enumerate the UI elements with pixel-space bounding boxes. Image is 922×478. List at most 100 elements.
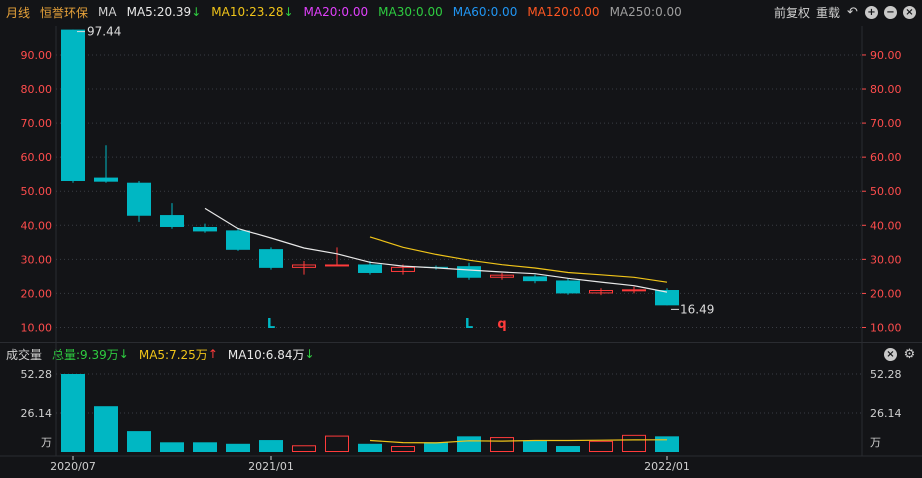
ma10-value: MA10:23.28 (211, 5, 284, 19)
volume-bar (490, 437, 514, 452)
volume-bar (127, 431, 151, 452)
candle-body (523, 276, 547, 282)
candle-body (391, 266, 415, 272)
x-tick-label: 2020/07 (50, 460, 96, 473)
price-tick-left: 90.00 (21, 49, 53, 62)
price-tick-right: 60.00 (870, 151, 902, 164)
ma20-value: MA20:0.00 (303, 5, 369, 19)
volume-title: 成交量 (6, 347, 43, 362)
volume-tick-left: 26.14 (21, 407, 53, 420)
volume-tick-right: 26.14 (870, 407, 902, 420)
volume-bar (358, 443, 382, 452)
candle-body (127, 182, 151, 216)
price-tick-right: 40.00 (870, 219, 902, 232)
minus-circle-icon[interactable]: − (884, 5, 897, 19)
ma5-indicator: MA5:20.39 ↓ (127, 5, 202, 19)
volume-actions: × ⚙ (884, 343, 916, 365)
overlay-button[interactable]: 重载 (815, 5, 840, 20)
adjust-button[interactable]: 前复权 (773, 5, 810, 20)
signal-marker: L (267, 317, 275, 332)
volume-ma5-value: MA5:7.25万 (138, 347, 208, 362)
volume-unit-right: 万 (870, 436, 881, 449)
price-tick-left: 10.00 (21, 321, 53, 334)
toolbar-actions: 前复权 重载 ↶ + − × (774, 0, 916, 24)
volume-tick-left: 52.28 (21, 368, 53, 381)
volume-bar (457, 436, 481, 452)
close-circle-icon[interactable]: × (903, 5, 916, 19)
volume-ma10-arrow: ↓ (304, 347, 315, 361)
price-tick-left: 60.00 (21, 151, 53, 164)
ma10-indicator: MA10:23.28 ↓ (211, 5, 293, 19)
candle-body (226, 230, 250, 250)
ma10-trend-arrow: ↓ (283, 5, 294, 19)
volume-bar (424, 442, 448, 452)
price-tick-right: 10.00 (870, 321, 902, 334)
volume-bar (160, 442, 184, 452)
ma5-value: MA5:20.39 (126, 5, 192, 19)
candle-body (589, 290, 613, 294)
volume-ma5-line (369, 439, 668, 444)
ma-label[interactable]: MA (98, 5, 117, 19)
volume-ma5-arrow: ↑ (207, 347, 218, 361)
price-tick-left: 30.00 (21, 253, 53, 266)
candle-body (193, 226, 217, 232)
price-tick-right: 80.00 (870, 83, 902, 96)
ma250-value: MA250:0.00 (609, 5, 682, 19)
volume-total-value: 总量:9.39万 (52, 347, 119, 362)
candle-body (556, 280, 580, 294)
ma5-trend-arrow: ↓ (191, 5, 202, 19)
chart-toolbar: 月线 恒誉环保 MA MA5:20.39 ↓ MA10:23.28 ↓ MA20:0… (0, 0, 922, 24)
volume-tick-right: 52.28 (870, 368, 902, 381)
candle-body (622, 289, 646, 292)
ma120-value: MA120:0.00 (527, 5, 600, 19)
volume-ma10-value: MA10:6.84万 (227, 347, 305, 362)
volume-bar (292, 445, 316, 453)
price-tick-right: 90.00 (870, 49, 902, 62)
plus-circle-icon[interactable]: + (865, 5, 878, 19)
candle-body (490, 274, 514, 278)
volume-bar (391, 446, 415, 453)
price-tick-left: 50.00 (21, 185, 53, 198)
volume-total-indicator: 总量:9.39万 ↓ (52, 346, 129, 363)
x-tick-label: 2022/01 (644, 460, 690, 473)
volume-bar (523, 440, 547, 452)
price-tick-right: 20.00 (870, 287, 902, 300)
candle-body (259, 249, 283, 268)
volume-bar (556, 446, 580, 452)
candle-body (94, 177, 118, 182)
volume-toolbar: 成交量 总量:9.39万 ↓ MA5:7.25万 ↑ MA10:6.84万 ↓ × ⚙ (0, 342, 922, 365)
volume-bar (259, 440, 283, 452)
volume-total-arrow: ↓ (118, 347, 129, 361)
price-tick-left: 70.00 (21, 117, 53, 130)
volume-bar (655, 436, 679, 452)
price-tick-right: 50.00 (870, 185, 902, 198)
signal-marker: q (497, 317, 506, 332)
volume-ma10-indicator: MA10:6.84万 ↓ (228, 346, 315, 363)
min-price-label: 16.49 (680, 302, 714, 316)
stock-name: 恒誉环保 (40, 5, 89, 20)
price-tick-left: 20.00 (21, 287, 53, 300)
ma60-value: MA60:0.00 (452, 5, 518, 19)
period-label[interactable]: 月线 (6, 5, 31, 20)
volume-ma5-indicator: MA5:7.25万 ↑ (139, 346, 218, 363)
gear-icon[interactable]: ⚙ (903, 346, 916, 362)
ma5-line (204, 207, 668, 293)
candle-body (457, 266, 481, 278)
volume-bar (193, 442, 217, 452)
price-tick-right: 70.00 (870, 117, 902, 130)
volume-bar (226, 443, 250, 452)
volume-bar (325, 435, 349, 453)
x-tick-label: 2021/01 (248, 460, 294, 473)
undo-icon[interactable]: ↶ (847, 4, 858, 20)
max-price-label: 97.44 (87, 25, 121, 39)
volume-bar (622, 434, 646, 452)
price-tick-left: 80.00 (21, 83, 53, 96)
ma10-line (369, 236, 668, 283)
candle-body (655, 290, 679, 306)
candle-body (358, 264, 382, 273)
price-tick-left: 40.00 (21, 219, 53, 232)
candle-body (61, 29, 85, 181)
ma30-value: MA30:0.00 (378, 5, 443, 19)
close-circle-icon[interactable]: × (884, 347, 897, 361)
